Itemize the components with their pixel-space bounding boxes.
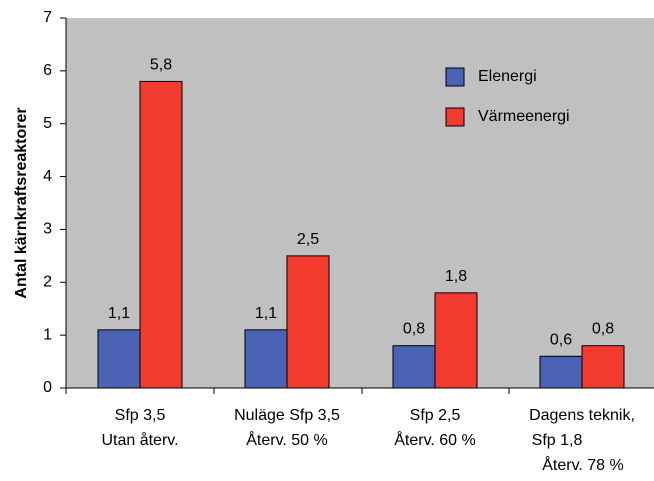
y-tick-label: 1 xyxy=(43,326,52,343)
bar-elenergi-1 xyxy=(244,329,288,389)
bars-group xyxy=(97,80,625,389)
data-label: 1,1 xyxy=(108,305,130,322)
data-label: 5,8 xyxy=(150,56,172,73)
bar-elenergi-0 xyxy=(97,329,141,389)
x-category-label: Utan återv. xyxy=(101,431,178,449)
y-axis-label: Antal kärnkraftsreaktorer xyxy=(13,107,30,298)
y-tick-label: 4 xyxy=(43,168,52,185)
y-tick-label: 7 xyxy=(43,9,52,26)
labels-group: 1,1 1,1 0,8 0,6 5,8 2,5 1,8 0,8 Sfp 3,5 Utan åter… xyxy=(101,56,634,474)
x-category-label: Sfp 1,8 xyxy=(532,432,583,449)
data-label: 1,1 xyxy=(255,305,277,322)
bar-elenergi-2 xyxy=(392,345,436,389)
x-category-label: Återv. 60 % xyxy=(394,430,476,449)
bar-v-rmeenergi-1 xyxy=(286,255,330,389)
bar-v-rmeenergi-3 xyxy=(581,345,625,389)
y-tick-label: 3 xyxy=(43,221,52,238)
x-category-label: Sfp 2,5 xyxy=(410,407,461,424)
legend-label: Värmeenergi xyxy=(478,108,570,125)
bar-v-rmeenergi-2 xyxy=(434,292,478,389)
axes-group: 0 1 2 3 4 5 6 7 xyxy=(43,9,654,396)
bar-elenergi-3 xyxy=(539,355,583,389)
legend-swatch xyxy=(445,67,465,87)
legend-label: Elenergi xyxy=(478,68,537,85)
y-tick-label: 0 xyxy=(43,379,52,396)
x-category-label: Sfp 3,5 xyxy=(115,407,166,424)
y-tick-label: 6 xyxy=(43,62,52,79)
bar-v-rmeenergi-0 xyxy=(139,80,183,389)
legend-swatch xyxy=(445,107,465,127)
y-tick-label: 2 xyxy=(43,274,52,291)
y-tick-label: 5 xyxy=(43,115,52,132)
data-label: 2,5 xyxy=(297,231,319,248)
data-label: 1,8 xyxy=(445,268,467,285)
x-category-label: Återv. 50 % xyxy=(246,430,328,449)
x-category-label: Dagens teknik, xyxy=(529,407,635,424)
data-label: 0,6 xyxy=(550,331,572,348)
x-category-label: Nuläge Sfp 3,5 xyxy=(234,407,340,424)
x-category-label: Återv. 78 % xyxy=(542,455,624,474)
data-label: 0,8 xyxy=(592,321,614,338)
legend: Elenergi Värmeenergi xyxy=(445,67,570,127)
data-label: 0,8 xyxy=(403,321,425,338)
